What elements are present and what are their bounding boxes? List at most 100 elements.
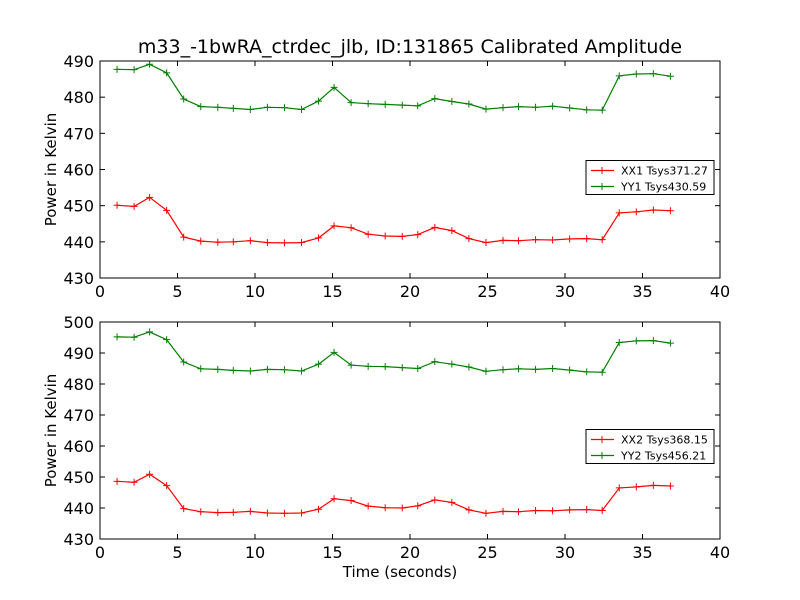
data-point-marker bbox=[180, 358, 188, 366]
data-point-marker bbox=[180, 95, 188, 103]
data-point-marker bbox=[163, 69, 171, 77]
data-point-marker bbox=[532, 506, 540, 514]
data-point-marker bbox=[113, 65, 121, 73]
data-point-marker bbox=[532, 103, 540, 111]
data-point-marker bbox=[146, 193, 154, 201]
data-point-marker bbox=[315, 505, 323, 513]
y-tick-label: 480 bbox=[63, 375, 94, 394]
data-point-marker bbox=[465, 363, 473, 371]
data-point-marker bbox=[499, 104, 507, 112]
data-point-marker bbox=[549, 102, 557, 110]
data-point-marker bbox=[615, 338, 623, 346]
data-point-marker bbox=[315, 97, 323, 105]
data-point-marker bbox=[499, 236, 507, 244]
data-point-marker bbox=[666, 482, 674, 490]
data-point-marker bbox=[214, 103, 222, 111]
data-point-marker bbox=[431, 223, 439, 231]
data-point-marker bbox=[465, 235, 473, 243]
data-point-marker bbox=[598, 106, 606, 114]
data-point-marker bbox=[632, 208, 640, 216]
data-point-marker bbox=[598, 506, 606, 514]
data-point-marker bbox=[666, 72, 674, 80]
data-point-marker bbox=[649, 70, 657, 78]
data-point-marker bbox=[263, 509, 271, 517]
y-tick-label: 440 bbox=[63, 499, 94, 518]
data-point-marker bbox=[246, 507, 254, 515]
data-point-marker bbox=[566, 366, 574, 374]
data-point-marker bbox=[398, 232, 406, 240]
data-point-marker bbox=[229, 366, 237, 374]
data-point-marker bbox=[381, 232, 389, 240]
data-point-marker bbox=[532, 236, 540, 244]
data-point-marker bbox=[163, 336, 171, 344]
data-point-marker bbox=[330, 348, 338, 356]
data-point-marker bbox=[598, 368, 606, 376]
data-point-marker bbox=[482, 509, 490, 517]
x-tick-label: 15 bbox=[322, 543, 342, 562]
data-point-marker bbox=[448, 498, 456, 506]
data-point-marker bbox=[146, 470, 154, 478]
x-tick-label: 0 bbox=[95, 543, 105, 562]
data-point-marker bbox=[482, 367, 490, 375]
y-tick-label: 470 bbox=[63, 124, 94, 143]
data-point-marker bbox=[246, 105, 254, 113]
data-point-marker bbox=[632, 337, 640, 345]
legend: XX2 Tsys368.15 YY2 Tsys456.21 bbox=[585, 429, 715, 464]
data-point-marker bbox=[566, 235, 574, 243]
legend-label: YY1 Tsys430.59 bbox=[620, 181, 706, 194]
data-point-marker bbox=[263, 239, 271, 247]
y-tick-label: 450 bbox=[63, 468, 94, 487]
x-tick-label: 5 bbox=[172, 282, 182, 301]
x-axis-label: Time (seconds) bbox=[342, 563, 458, 581]
y-tick-label: 470 bbox=[63, 406, 94, 425]
legend-marker bbox=[598, 452, 606, 459]
data-point-marker bbox=[482, 105, 490, 113]
data-point-marker bbox=[298, 367, 305, 375]
y-axis-label: Power in Kelvin bbox=[42, 113, 60, 227]
data-point-marker bbox=[347, 497, 355, 505]
legend-label: XX2 Tsys368.15 bbox=[621, 434, 708, 447]
data-point-marker bbox=[381, 504, 389, 512]
data-point-marker bbox=[598, 236, 606, 244]
data-point-marker bbox=[414, 365, 422, 372]
data-point-marker bbox=[649, 337, 657, 345]
data-point-marker bbox=[315, 234, 323, 242]
y-tick-label: 460 bbox=[63, 161, 94, 180]
data-point-marker bbox=[666, 207, 674, 215]
data-point-marker bbox=[197, 103, 205, 111]
data-point-marker bbox=[347, 224, 355, 232]
axes-frame bbox=[99, 321, 721, 540]
data-point-marker bbox=[583, 506, 591, 514]
panel-1: 0 5 10 15 20 25 30 35 40 430 440 450 460 470 480 490 Pow… bbox=[42, 52, 730, 301]
figure-title: m33_-1bwRA_ctrdec_jlb, ID:131865 Calibra… bbox=[138, 36, 682, 58]
data-point-marker bbox=[197, 365, 205, 373]
data-point-marker bbox=[431, 496, 439, 504]
x-tick-label: 30 bbox=[555, 282, 575, 301]
y-tick-label: 500 bbox=[63, 313, 94, 332]
data-point-marker bbox=[146, 60, 154, 68]
x-tick-label: 5 bbox=[172, 543, 182, 562]
y-axis-label: Power in Kelvin bbox=[42, 374, 60, 488]
x-tick-label: 15 bbox=[322, 282, 342, 301]
legend-marker bbox=[598, 436, 606, 443]
data-point-marker bbox=[414, 502, 422, 510]
data-point-marker bbox=[615, 484, 623, 492]
x-tick-label: 40 bbox=[710, 282, 730, 301]
legend-box bbox=[585, 429, 715, 464]
data-point-marker bbox=[632, 70, 640, 78]
data-point-marker bbox=[146, 328, 154, 336]
data-point-marker bbox=[398, 364, 406, 372]
data-point-marker bbox=[229, 238, 237, 246]
data-point-marker bbox=[163, 206, 171, 214]
data-point-marker bbox=[515, 237, 522, 245]
data-point-marker bbox=[113, 477, 121, 485]
data-point-marker bbox=[347, 99, 355, 107]
data-point-marker bbox=[330, 83, 338, 91]
data-point-marker bbox=[130, 66, 138, 74]
legend-box bbox=[585, 160, 715, 195]
data-point-marker bbox=[214, 509, 222, 517]
data-point-marker bbox=[381, 363, 389, 371]
data-point-marker bbox=[398, 101, 406, 109]
data-point-marker bbox=[298, 509, 305, 517]
